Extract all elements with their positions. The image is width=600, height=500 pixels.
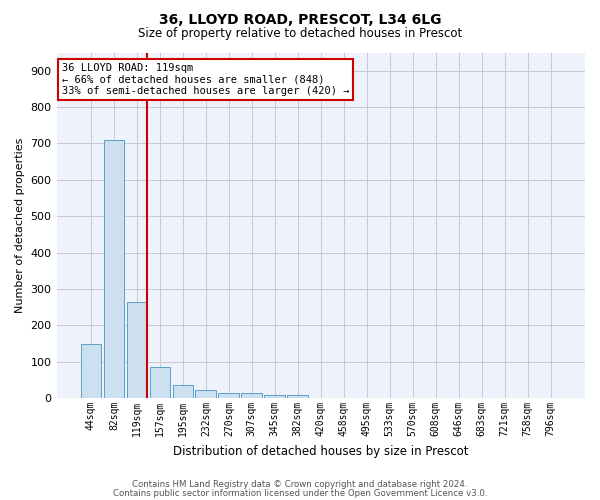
Bar (173, 386, 193, 398)
Text: 36 LLOYD ROAD: 119sqm
← 66% of detached houses are smaller (848)
33% of semi-det: 36 LLOYD ROAD: 119sqm ← 66% of detached … (62, 63, 349, 96)
Bar (104, 140, 124, 398)
Bar (265, 394, 285, 398)
Text: Contains HM Land Registry data © Crown copyright and database right 2024.: Contains HM Land Registry data © Crown c… (132, 480, 468, 489)
Bar (127, 302, 147, 398)
Bar (287, 394, 308, 398)
Y-axis label: Number of detached properties: Number of detached properties (15, 138, 25, 313)
Bar (149, 367, 170, 398)
Text: Contains public sector information licensed under the Open Government Licence v3: Contains public sector information licen… (113, 489, 487, 498)
Bar (241, 394, 262, 398)
Text: Size of property relative to detached houses in Prescot: Size of property relative to detached ho… (138, 28, 462, 40)
Bar (196, 390, 216, 398)
Bar (218, 394, 239, 398)
Text: 36, LLOYD ROAD, PRESCOT, L34 6LG: 36, LLOYD ROAD, PRESCOT, L34 6LG (159, 12, 441, 26)
X-axis label: Distribution of detached houses by size in Prescot: Distribution of detached houses by size … (173, 444, 469, 458)
Bar (80, 344, 101, 398)
